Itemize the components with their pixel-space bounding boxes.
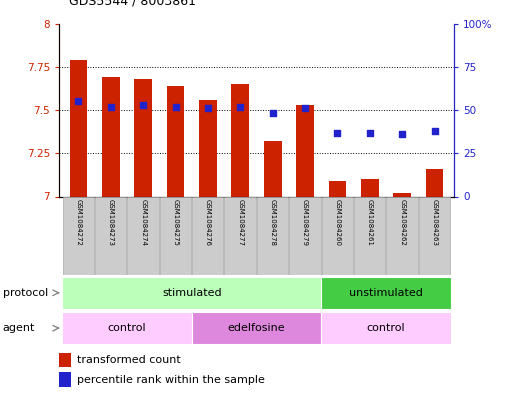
Bar [257, 196, 288, 275]
Text: unstimulated: unstimulated [349, 288, 423, 298]
Point [430, 128, 439, 134]
Text: agent: agent [3, 323, 35, 333]
Bar [199, 100, 217, 196]
Point [204, 105, 212, 112]
Text: GSM1084263: GSM1084263 [431, 199, 438, 246]
Text: GSM1084262: GSM1084262 [399, 199, 405, 246]
Text: protocol: protocol [3, 288, 48, 298]
Point [171, 103, 180, 110]
Text: percentile rank within the sample: percentile rank within the sample [77, 375, 265, 385]
Point [74, 98, 83, 105]
Bar [419, 196, 450, 275]
Text: GSM1084272: GSM1084272 [75, 199, 82, 246]
Text: GSM1084274: GSM1084274 [140, 199, 146, 246]
Text: edelfosine: edelfosine [228, 323, 285, 333]
Bar [59, 353, 71, 367]
Bar [63, 196, 94, 275]
Point [301, 105, 309, 112]
Text: GSM1084277: GSM1084277 [238, 199, 243, 246]
Bar [192, 196, 224, 275]
Point [107, 103, 115, 110]
Text: GSM1084276: GSM1084276 [205, 199, 211, 246]
Bar [321, 312, 451, 344]
Bar [289, 196, 321, 275]
Bar [393, 193, 411, 196]
Bar [231, 84, 249, 196]
Text: stimulated: stimulated [162, 288, 222, 298]
Bar [95, 196, 126, 275]
Text: GSM1084260: GSM1084260 [334, 199, 341, 246]
Point [333, 129, 342, 136]
Text: GSM1084278: GSM1084278 [270, 199, 275, 246]
Text: GDS5544 / 8003861: GDS5544 / 8003861 [69, 0, 196, 8]
Bar [354, 196, 385, 275]
Point [366, 129, 374, 136]
Bar [361, 179, 379, 196]
Bar [321, 277, 451, 309]
Bar [102, 77, 120, 196]
Bar [322, 196, 353, 275]
Text: GSM1084261: GSM1084261 [367, 199, 373, 246]
Bar [62, 277, 321, 309]
Bar [62, 312, 192, 344]
Text: GSM1084279: GSM1084279 [302, 199, 308, 246]
Point [269, 110, 277, 117]
Bar [296, 105, 314, 196]
Text: GSM1084273: GSM1084273 [108, 199, 114, 246]
Bar [328, 181, 346, 196]
Bar [225, 196, 256, 275]
Text: control: control [108, 323, 146, 333]
Bar [386, 196, 418, 275]
Bar [70, 60, 87, 196]
Point [236, 103, 244, 110]
Bar [264, 141, 282, 196]
Text: control: control [367, 323, 405, 333]
Text: transformed count: transformed count [77, 355, 181, 365]
Text: GSM1084275: GSM1084275 [172, 199, 179, 246]
Bar [127, 196, 159, 275]
Point [139, 102, 147, 108]
Point [398, 131, 406, 138]
Bar [167, 86, 185, 196]
Bar [426, 169, 443, 196]
Bar [134, 79, 152, 196]
Bar [59, 372, 71, 387]
Bar [160, 196, 191, 275]
Bar [192, 312, 321, 344]
